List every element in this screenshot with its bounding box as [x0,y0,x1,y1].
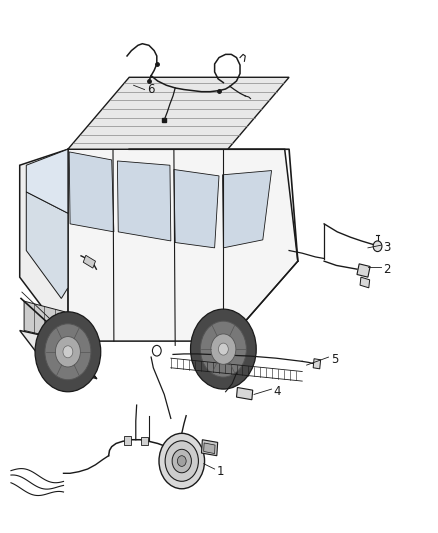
Circle shape [159,433,205,489]
Circle shape [191,309,256,389]
Polygon shape [68,149,298,341]
Circle shape [63,346,73,358]
Polygon shape [68,77,289,149]
Circle shape [152,345,161,356]
Circle shape [211,334,236,365]
Text: 4: 4 [274,385,281,398]
Circle shape [219,343,228,355]
Polygon shape [201,440,218,456]
Polygon shape [313,359,321,369]
Polygon shape [26,192,68,298]
Polygon shape [20,149,68,341]
Text: 6: 6 [147,83,154,96]
Circle shape [177,456,186,466]
Circle shape [200,321,246,377]
Text: 5: 5 [331,353,338,366]
Bar [124,436,131,445]
Circle shape [55,337,81,367]
Circle shape [165,441,198,481]
Polygon shape [20,330,96,378]
Polygon shape [69,152,114,232]
Polygon shape [357,264,370,277]
Polygon shape [83,255,95,268]
Circle shape [373,241,382,252]
Polygon shape [174,169,219,248]
Polygon shape [24,301,65,340]
Polygon shape [223,171,272,248]
Text: 2: 2 [383,263,391,276]
Circle shape [45,324,91,379]
Polygon shape [360,277,370,288]
Polygon shape [26,149,68,213]
Bar [141,437,148,445]
Polygon shape [117,161,171,241]
Polygon shape [204,443,215,454]
Text: 1: 1 [217,465,224,478]
Polygon shape [237,387,253,400]
Text: 3: 3 [383,241,391,254]
Circle shape [172,449,191,473]
Circle shape [35,312,101,392]
